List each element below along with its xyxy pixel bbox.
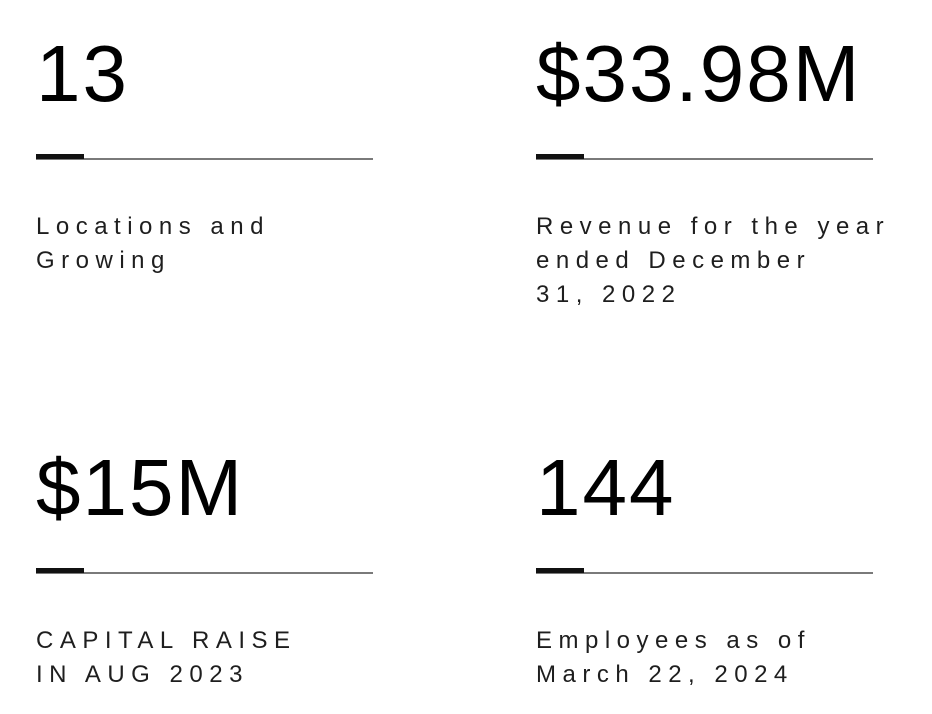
stat-divider: [36, 568, 373, 574]
divider-accent-bar: [536, 154, 584, 159]
stat-value-capital-raise: $15M: [36, 443, 245, 532]
stat-cell-locations: 13 Locations and Growing: [36, 27, 436, 312]
divider-accent-bar: [36, 568, 84, 573]
divider-accent-bar: [36, 154, 84, 159]
stat-cell-employees: 144 Employees as of March 22, 2024: [536, 441, 932, 692]
divider-accent-bar: [536, 568, 584, 573]
divider-line: [536, 158, 873, 160]
stat-description-revenue: Revenue for the year ended December 31, …: [536, 213, 891, 308]
stat-cell-capital-raise: $15M CAPITAL RAISE IN AUG 2023: [36, 441, 436, 692]
stat-divider: [536, 568, 873, 574]
stats-grid: 13 Locations and Growing $33.98M Revenue…: [36, 27, 932, 692]
divider-line: [536, 572, 873, 574]
stat-value-employees: 144: [536, 443, 676, 532]
stat-cell-revenue: $33.98M Revenue for the year ended Decem…: [536, 27, 932, 312]
stat-divider: [536, 154, 873, 160]
stat-divider: [36, 154, 373, 160]
stat-value-revenue: $33.98M: [536, 29, 862, 118]
divider-line: [36, 158, 373, 160]
divider-line: [36, 572, 373, 574]
stat-description-locations: Locations and Growing: [36, 213, 270, 274]
stat-value-locations: 13: [36, 29, 129, 118]
stat-description-capital-raise: CAPITAL RAISE IN AUG 2023: [36, 627, 297, 688]
stat-description-employees: Employees as of March 22, 2024: [536, 627, 811, 688]
